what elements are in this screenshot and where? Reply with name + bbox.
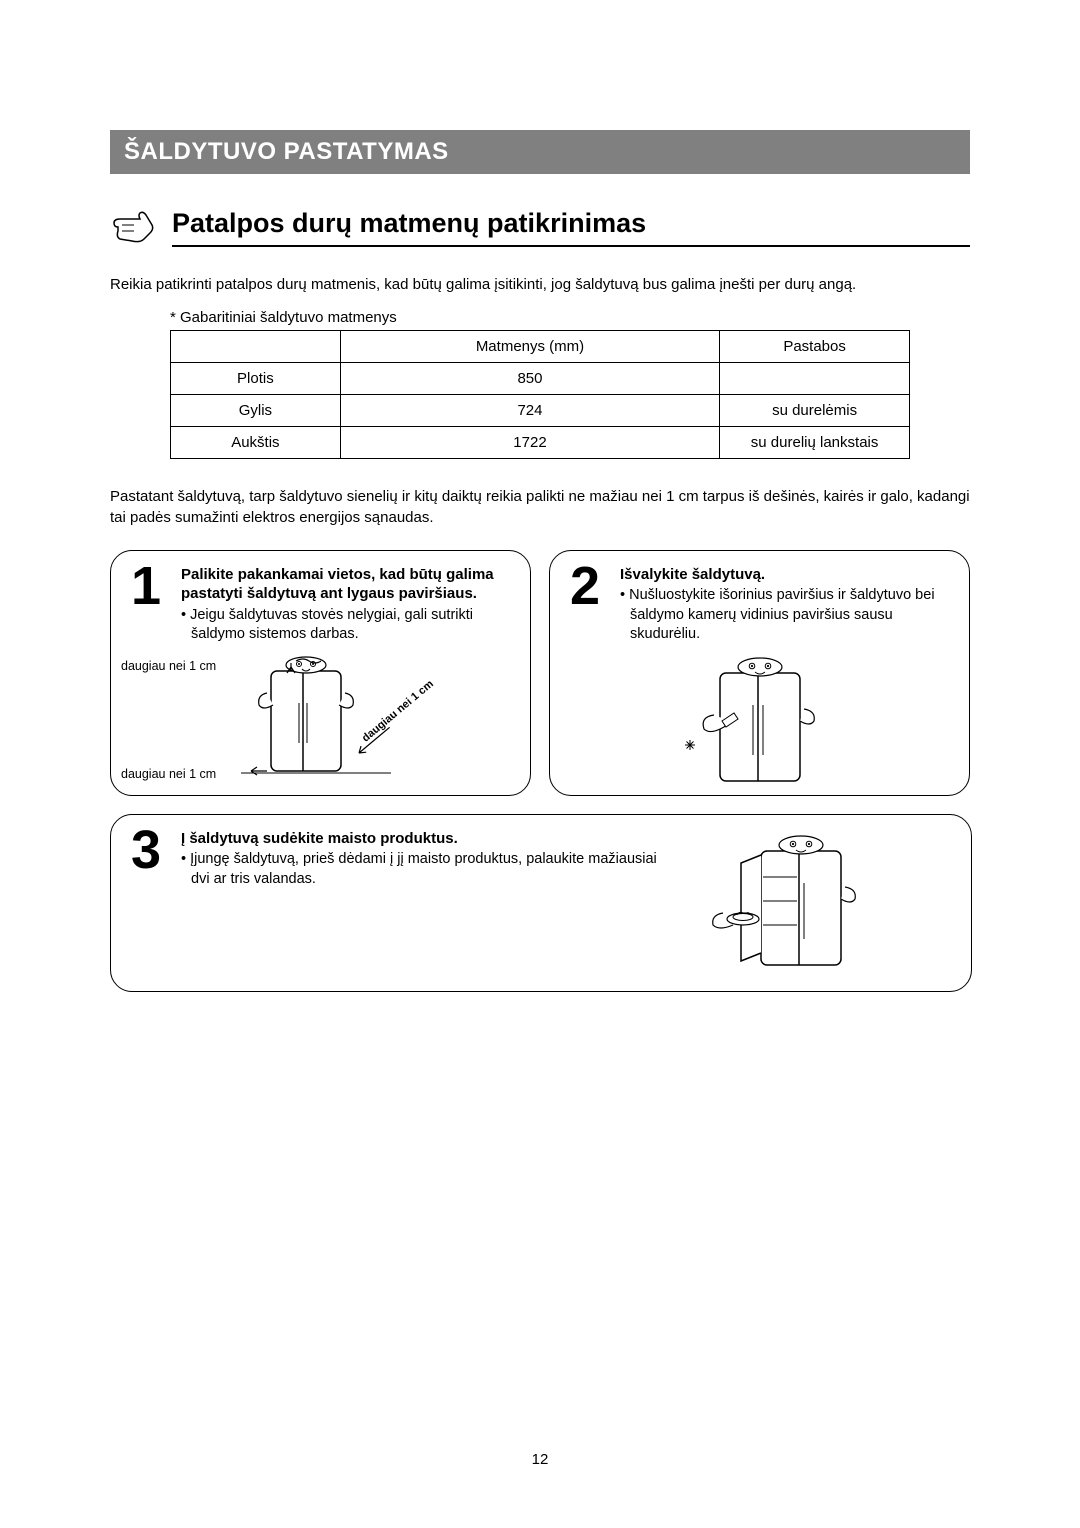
table-row-note: su durelėmis bbox=[720, 395, 910, 427]
table-header-note: Pastabos bbox=[720, 331, 910, 363]
step-box-1: 1 Palikite pakankamai vietos, kad būtų g… bbox=[110, 550, 531, 796]
fridge-clearance-illustration: daugiau nei 1 cm bbox=[141, 653, 501, 783]
table-row-note: su durelių lankstais bbox=[720, 427, 910, 459]
step-title: Palikite pakankamai vietos, kad būtų gal… bbox=[181, 565, 514, 604]
hand-pointing-icon bbox=[110, 209, 156, 247]
step-body: Nušluostykite išorinius paviršius ir šal… bbox=[620, 586, 953, 645]
step-number: 3 bbox=[131, 823, 161, 877]
steps-row-1: 1 Palikite pakankamai vietos, kad būtų g… bbox=[110, 550, 970, 796]
step-body: Įjungę šaldytuvą, prieš dėdami į jį mais… bbox=[181, 850, 661, 889]
table-header-empty bbox=[171, 331, 341, 363]
page-banner: ŠALDYTUVO PASTATYMAS bbox=[110, 130, 970, 174]
table-row-note bbox=[720, 363, 910, 395]
table-row: Plotis 850 bbox=[171, 363, 910, 395]
table-row: Gylis 724 su durelėmis bbox=[171, 395, 910, 427]
step-body-item: Jeigu šaldytuvas stovės nelygiai, gali s… bbox=[181, 606, 514, 645]
table-header-dim: Matmenys (mm) bbox=[340, 331, 719, 363]
table-caption: * Gabaritiniai šaldytuvo matmenys bbox=[170, 309, 970, 326]
step-box-3: 3 Į šaldytuvą sudėkite maisto produktus.… bbox=[110, 814, 972, 992]
table-row-label: Aukštis bbox=[171, 427, 341, 459]
fridge-food-illustration bbox=[711, 833, 881, 973]
step-title: Išvalykite šaldytuvą. bbox=[620, 565, 953, 585]
step-body: Jeigu šaldytuvas stovės nelygiai, gali s… bbox=[181, 606, 514, 645]
step-number: 2 bbox=[570, 559, 600, 613]
table-row-value: 724 bbox=[340, 395, 719, 427]
step-body-item: Įjungę šaldytuvą, prieš dėdami į jį mais… bbox=[181, 850, 661, 889]
fridge-cleaning-illustration bbox=[660, 655, 860, 785]
table-row-value: 850 bbox=[340, 363, 719, 395]
page-number: 12 bbox=[0, 1451, 1080, 1468]
table-header-row: Matmenys (mm) Pastabos bbox=[171, 331, 910, 363]
table-row: Aukštis 1722 su durelių lankstais bbox=[171, 427, 910, 459]
table-row-label: Gylis bbox=[171, 395, 341, 427]
step-box-2: 2 Išvalykite šaldytuvą. Nušluostykite iš… bbox=[549, 550, 970, 796]
dimensions-table-wrap: * Gabaritiniai šaldytuvo matmenys Matmen… bbox=[110, 309, 970, 459]
section-header: Patalpos durų matmenų patikrinimas bbox=[110, 208, 970, 247]
dimensions-table: Matmenys (mm) Pastabos Plotis 850 Gylis … bbox=[170, 330, 910, 459]
table-row-label: Plotis bbox=[171, 363, 341, 395]
step-number: 1 bbox=[131, 559, 161, 613]
clearance-label-diag: daugiau nei 1 cm bbox=[360, 678, 436, 745]
section-title: Patalpos durų matmenų patikrinimas bbox=[172, 208, 970, 247]
step-body-item: Nušluostykite išorinius paviršius ir šal… bbox=[620, 586, 953, 645]
table-row-value: 1722 bbox=[340, 427, 719, 459]
spacing-paragraph: Pastatant šaldytuvą, tarp šaldytuvo sien… bbox=[110, 487, 970, 528]
intro-text: Reikia patikrinti patalpos durų matmenis… bbox=[110, 275, 970, 295]
